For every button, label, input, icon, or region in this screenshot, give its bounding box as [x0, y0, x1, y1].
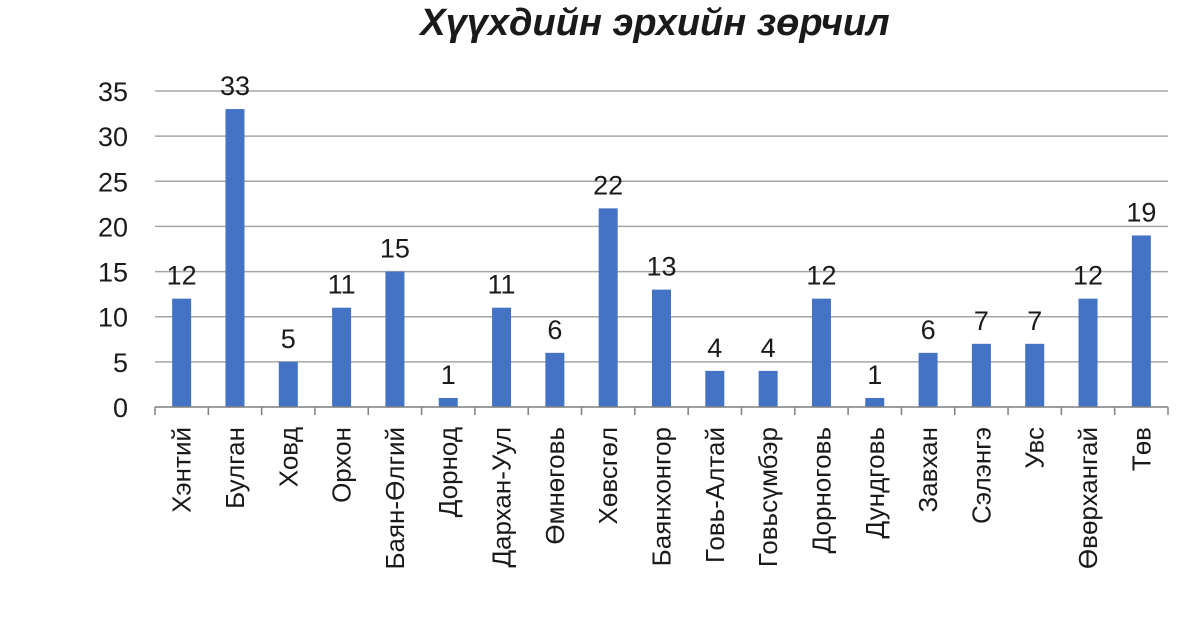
- data-label: 6: [921, 315, 936, 345]
- x-tick-label: Дорнод: [433, 427, 463, 517]
- x-axis: [154, 406, 1169, 415]
- bars: [172, 109, 1151, 408]
- data-label: 1: [867, 360, 882, 390]
- bar: [865, 397, 885, 407]
- chart-title: Хүүхдийн эрхийн зөрчил: [420, 2, 890, 44]
- bar: [492, 307, 512, 407]
- bar: [225, 109, 245, 408]
- x-tick-label: Ховд: [273, 427, 303, 487]
- x-tick-label: Төв: [1126, 427, 1156, 471]
- bar: [598, 208, 618, 407]
- bar: [1078, 298, 1098, 407]
- data-label: 19: [1126, 197, 1156, 227]
- bar: [918, 352, 938, 407]
- data-label: 12: [806, 261, 836, 291]
- data-label: 13: [646, 252, 676, 282]
- x-tick-label: Дундговь: [860, 427, 890, 538]
- x-tick-label: Дорноговь: [806, 427, 836, 553]
- x-tick-label: Говьсүмбэр: [753, 427, 783, 567]
- y-tick-label: 0: [113, 393, 128, 423]
- x-axis-labels: Хэнтий Булган Ховд Орхон Баян-Өлгий Дорнод Дар…: [167, 427, 1157, 570]
- data-label: 6: [547, 315, 562, 345]
- data-label: 5: [281, 324, 296, 354]
- y-axis-ticks: 0 5 10 15 20 25 30 35: [98, 77, 128, 423]
- y-tick-label: 30: [98, 122, 128, 152]
- y-tick-label: 35: [98, 77, 128, 107]
- y-tick-label: 10: [98, 303, 128, 333]
- x-tick-label: Завхан: [913, 427, 943, 513]
- bar: [811, 298, 831, 407]
- y-tick-label: 5: [113, 348, 128, 378]
- data-label: 1: [441, 360, 456, 390]
- bar: [545, 352, 565, 407]
- data-label: 7: [1027, 306, 1042, 336]
- x-tick-label: Өмнөговь: [540, 427, 570, 545]
- bar: [332, 307, 352, 407]
- data-label: 12: [1073, 261, 1103, 291]
- x-tick-label: Увс: [1020, 427, 1050, 469]
- data-label: 11: [488, 270, 516, 300]
- bar: [1131, 235, 1151, 407]
- bar: [385, 271, 405, 407]
- data-label: 4: [707, 333, 722, 363]
- bar: [1025, 343, 1045, 407]
- x-tick-label: Баян-Өлгий: [380, 427, 410, 570]
- x-tick-label: Хөвсгөл: [593, 427, 623, 524]
- bar: [971, 343, 991, 407]
- bar: [758, 370, 778, 407]
- data-label: 11: [328, 270, 356, 300]
- data-label: 12: [167, 261, 197, 291]
- bar: [438, 397, 458, 407]
- x-tick-label: Булган: [220, 427, 250, 509]
- data-label: 7: [974, 306, 989, 336]
- y-tick-label: 20: [98, 212, 128, 242]
- y-tick-label: 15: [98, 258, 128, 288]
- y-tick-label: 25: [98, 167, 128, 197]
- data-label: 33: [220, 71, 250, 101]
- x-tick-label: Дархан-Уул: [487, 427, 517, 568]
- bar: [278, 361, 298, 407]
- bar: [172, 298, 192, 407]
- x-tick-label: Сэлэнгэ: [966, 427, 996, 524]
- data-label: 15: [380, 234, 410, 264]
- x-tick-label: Өвөрхангай: [1073, 427, 1103, 569]
- bar: [705, 370, 725, 407]
- x-tick-label: Орхон: [327, 427, 357, 503]
- data-label: 22: [593, 170, 623, 200]
- x-tick-label: Баянхонгор: [647, 427, 677, 566]
- bar: [652, 289, 671, 407]
- x-tick-label: Говь-Алтай: [700, 427, 730, 563]
- x-tick-label: Хэнтий: [167, 427, 197, 513]
- data-label: 4: [761, 333, 776, 363]
